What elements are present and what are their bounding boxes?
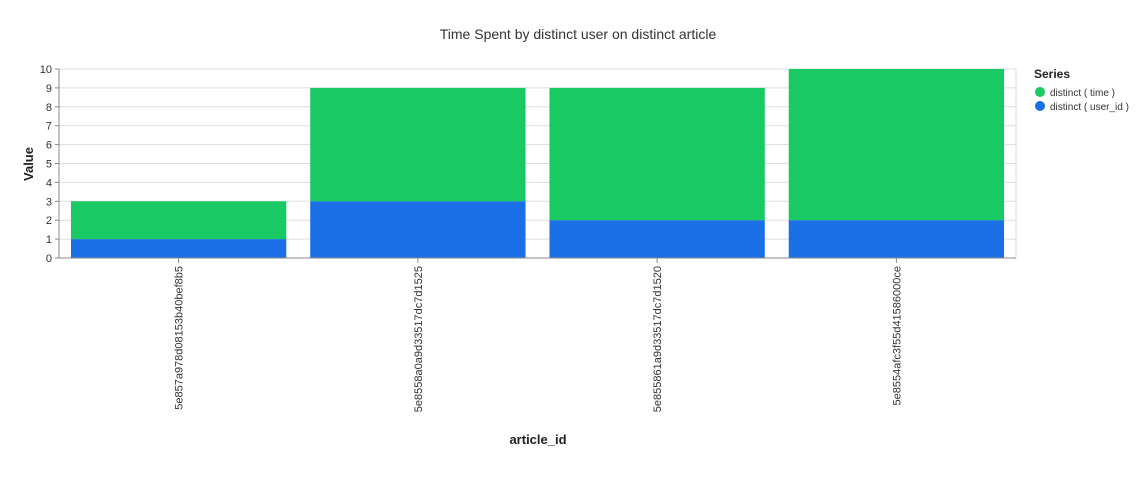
y-tick-label: 5 [46,159,52,171]
y-tick-label: 2 [46,215,52,227]
y-tick-label: 3 [46,196,52,208]
y-tick-label: 7 [46,121,52,133]
bar-time-3 [788,69,1005,221]
x-tick-label: 5e8554afc3f55d41586000ce [891,266,903,405]
bar-time-1 [310,87,526,202]
bar-user-id-2 [549,220,765,258]
bar-time-0 [70,201,287,240]
axes: 0 1 2 3 4 5 6 7 8 9 10 5e857a978d08153b40bef8b5 5e85… [40,64,1016,412]
y-tick-label: 0 [46,253,52,265]
bar-user-id-3 [788,220,1005,258]
bars [70,69,1005,258]
y-tick-label: 4 [46,177,52,189]
y-tick-label: 8 [46,102,52,114]
legend-label-0: distinct ( time ) [1050,88,1115,99]
x-axis-label: article_id [509,432,566,447]
legend-label-1: distinct ( user_id ) [1050,102,1129,113]
y-tick-label: 1 [46,234,52,246]
y-tick-label: 9 [46,83,52,95]
bar-user-id-1 [310,201,526,258]
legend-title: Series [1034,67,1070,81]
legend-marker-0 [1035,87,1045,97]
x-tick-label: 5e855861a9d33517dc7d1520 [652,266,664,412]
chart-title: Time Spent by distinct user on distinct … [440,26,717,42]
y-tick-label: 10 [40,64,52,76]
bar-user-id-0 [70,239,287,258]
legend: Series distinct ( time ) distinct ( user_… [1034,67,1129,113]
y-axis-label: Value [21,147,36,181]
legend-marker-1 [1035,101,1045,111]
x-tick-label: 5e8558a0a9d33517dc7d1525 [413,266,425,412]
y-tick-label: 6 [46,140,52,152]
x-tick-label: 5e857a978d08153b40bef8b5 [174,266,186,410]
bar-time-2 [549,87,765,221]
